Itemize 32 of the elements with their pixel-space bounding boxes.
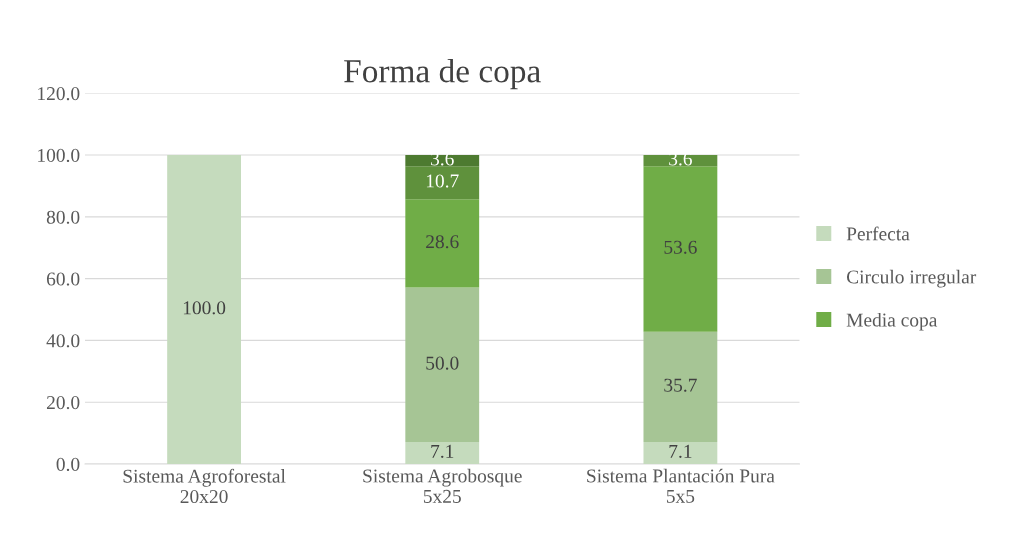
chart-title: Forma de copa	[344, 59, 541, 90]
data-label: 53.6	[664, 240, 697, 254]
y-tick-label: 60.0	[46, 272, 80, 286]
bar	[405, 166, 480, 200]
data-label: 100.0	[183, 301, 226, 315]
legend-label: Circulo irregular	[846, 269, 977, 288]
x-tick-label: Sistema Agrobosque 5x25	[363, 468, 522, 503]
data-label: 7.1	[669, 444, 692, 458]
x-tick-label: Sistema Plantación Pura 5x5	[587, 468, 775, 503]
y-tick-label: 120.0	[38, 87, 80, 101]
data-label: 10.7	[426, 174, 459, 188]
data-label: 35.7	[664, 378, 697, 392]
y-tick-label: 20.0	[46, 396, 80, 410]
bar	[167, 155, 241, 464]
y-tick-label: 0.0	[56, 457, 80, 471]
data-label: 50.0	[426, 356, 459, 370]
bar	[643, 155, 718, 167]
y-tick-label: 40.0	[46, 334, 80, 348]
bar	[643, 442, 718, 464]
legend-label: Media copa	[846, 312, 938, 331]
bar	[405, 442, 480, 464]
bar	[643, 166, 718, 332]
data-label: 28.6	[426, 235, 459, 249]
bar	[405, 155, 480, 167]
x-tick-label: Sistema Agroforestal 20x20	[123, 468, 286, 504]
y-tick-label: 80.0	[46, 210, 80, 224]
legend-label: Perfecta	[846, 226, 910, 241]
bar	[405, 287, 480, 443]
bar	[405, 199, 480, 288]
bar	[643, 331, 718, 443]
data-label: 7.1	[431, 444, 454, 458]
y-tick-label: 100.0	[38, 148, 80, 163]
